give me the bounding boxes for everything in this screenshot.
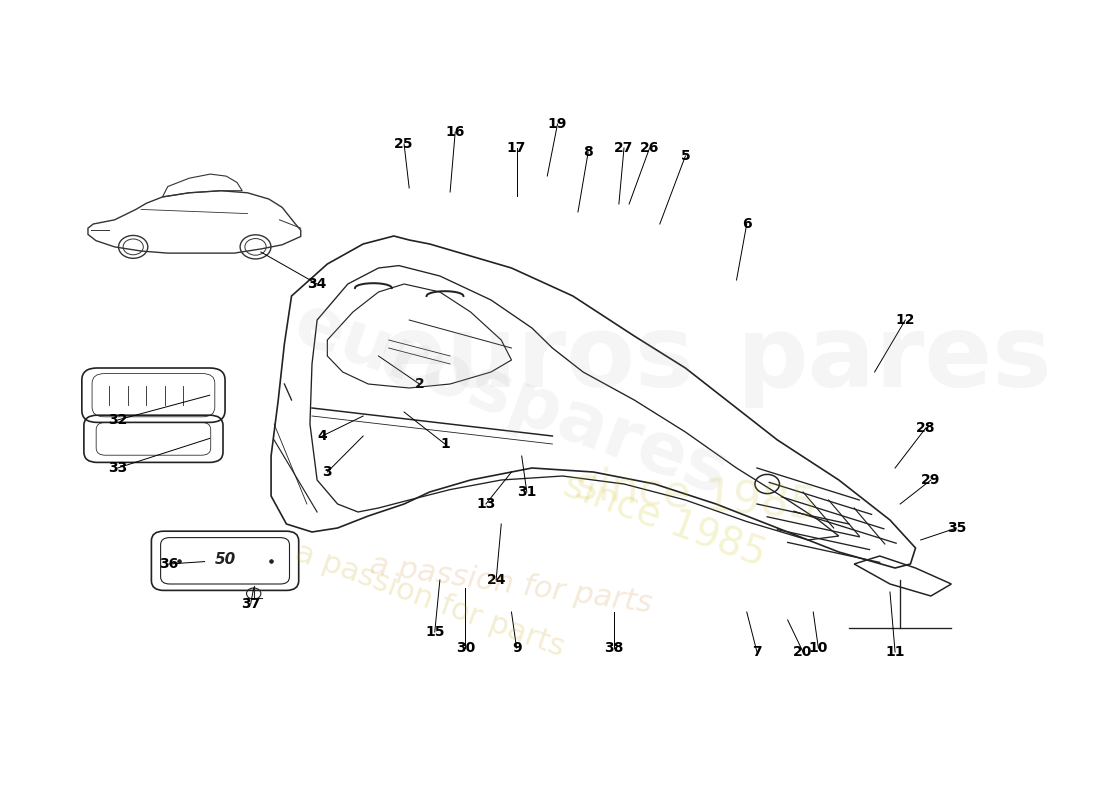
Text: euros: euros	[379, 311, 695, 409]
Text: 5: 5	[681, 149, 691, 163]
Text: 27: 27	[614, 141, 634, 155]
Text: 31: 31	[517, 485, 537, 499]
Text: 10: 10	[808, 641, 828, 655]
Text: 15: 15	[425, 625, 444, 639]
Text: 33: 33	[108, 461, 128, 475]
Text: 7: 7	[752, 645, 762, 659]
Text: since 1985: since 1985	[573, 464, 818, 528]
Text: 36: 36	[160, 557, 178, 571]
Text: 6: 6	[741, 217, 751, 231]
Text: 20: 20	[793, 645, 813, 659]
Text: 37: 37	[241, 597, 261, 611]
Text: 3: 3	[322, 465, 332, 479]
Text: 9: 9	[512, 641, 521, 655]
Text: eurospares: eurospares	[285, 290, 738, 510]
Text: 13: 13	[476, 497, 496, 511]
Text: 25: 25	[394, 137, 414, 151]
Text: a passion for parts: a passion for parts	[290, 538, 569, 662]
Text: 26: 26	[640, 141, 659, 155]
Text: 38: 38	[604, 641, 624, 655]
Text: 28: 28	[916, 421, 935, 435]
Text: 17: 17	[507, 141, 526, 155]
Text: 50: 50	[214, 553, 235, 567]
Text: 30: 30	[455, 641, 475, 655]
Text: 29: 29	[921, 473, 940, 487]
Text: 12: 12	[895, 313, 915, 327]
Text: 16: 16	[446, 125, 465, 139]
Text: 35: 35	[947, 521, 966, 535]
Text: 4: 4	[318, 429, 327, 443]
Text: 2: 2	[415, 377, 425, 391]
Text: 24: 24	[486, 573, 506, 587]
Text: 1: 1	[440, 437, 450, 451]
Text: 11: 11	[886, 645, 905, 659]
Text: 19: 19	[548, 117, 568, 131]
Text: a passion for parts: a passion for parts	[368, 550, 654, 618]
Text: since 1985: since 1985	[559, 466, 771, 574]
Text: 8: 8	[583, 145, 593, 159]
Text: 32: 32	[108, 413, 128, 427]
Text: 34: 34	[307, 277, 327, 291]
Text: pares: pares	[737, 311, 1053, 409]
